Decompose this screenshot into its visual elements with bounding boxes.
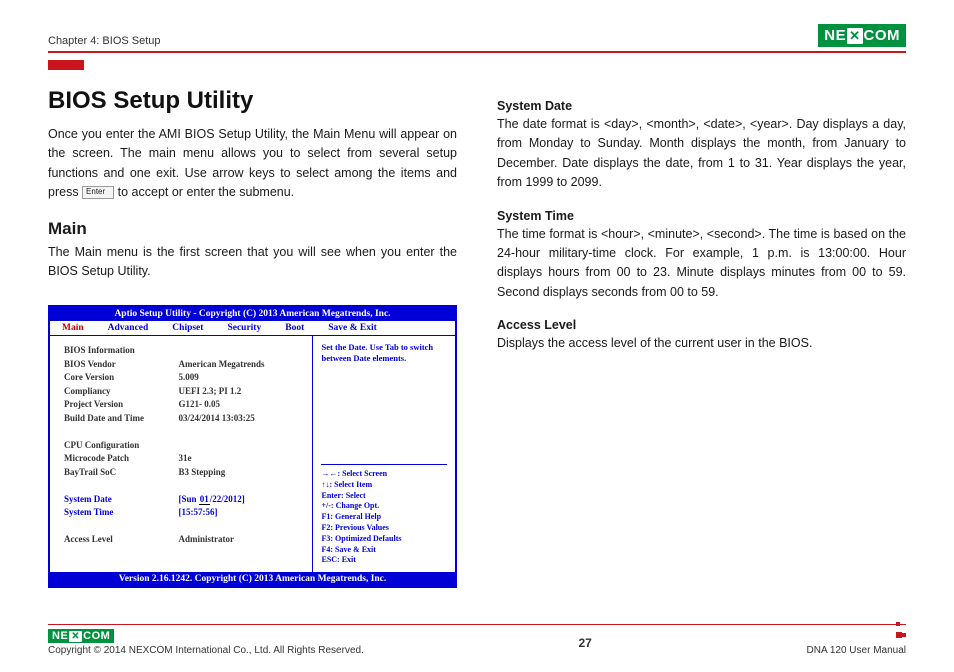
page-header: Chapter 4: BIOS Setup NE✕COM	[48, 24, 906, 53]
main-text: The Main menu is the first screen that y…	[48, 243, 457, 282]
bios-help-panel: Set the Date. Use Tab to switch between …	[312, 336, 455, 572]
system-time-text: The time format is <hour>, <minute>, <se…	[497, 225, 906, 303]
manual-name: DNA 120 User Manual	[807, 645, 907, 656]
bios-main-panel: BIOS Information BIOS VendorAmerican Meg…	[50, 336, 312, 572]
page-title: BIOS Setup Utility	[48, 87, 457, 115]
bios-tab-chipset: Chipset	[172, 323, 203, 333]
bios-tab-security: Security	[227, 323, 261, 333]
enter-key-icon: Enter	[82, 186, 114, 199]
system-date-label: System Date	[64, 493, 178, 507]
copyright-text: Copyright © 2014 NEXCOM International Co…	[48, 645, 364, 656]
system-time-heading: System Time	[497, 209, 906, 223]
bios-menu: Main Advanced Chipset Security Boot Save…	[50, 321, 455, 336]
chapter-label: Chapter 4: BIOS Setup	[48, 35, 161, 47]
accent-tab	[48, 60, 84, 70]
system-date-text: The date format is <day>, <month>, <date…	[497, 115, 906, 193]
bios-title-bar: Aptio Setup Utility - Copyright (C) 2013…	[50, 307, 455, 321]
intro-text: Once you enter the AMI BIOS Setup Utilit…	[48, 125, 457, 203]
corner-dots-icon	[896, 619, 906, 641]
bios-tab-boot: Boot	[285, 323, 304, 333]
access-level-text: Displays the access level of the current…	[497, 334, 906, 353]
page-footer: NE✕COM Copyright © 2014 NEXCOM Internati…	[48, 624, 906, 656]
main-heading: Main	[48, 219, 457, 239]
bios-tab-main: Main	[62, 323, 84, 333]
footer-logo: NE✕COM	[48, 629, 364, 643]
page-number: 27	[579, 636, 592, 650]
system-time-label: System Time	[64, 506, 178, 520]
system-date-heading: System Date	[497, 99, 906, 113]
bios-footer-bar: Version 2.16.1242. Copyright (C) 2013 Am…	[50, 572, 455, 586]
bios-tab-save: Save & Exit	[328, 323, 377, 333]
bios-screenshot: Aptio Setup Utility - Copyright (C) 2013…	[48, 305, 457, 588]
bios-tab-advanced: Advanced	[108, 323, 149, 333]
access-level-heading: Access Level	[497, 318, 906, 332]
brand-logo: NE✕COM	[818, 24, 906, 47]
